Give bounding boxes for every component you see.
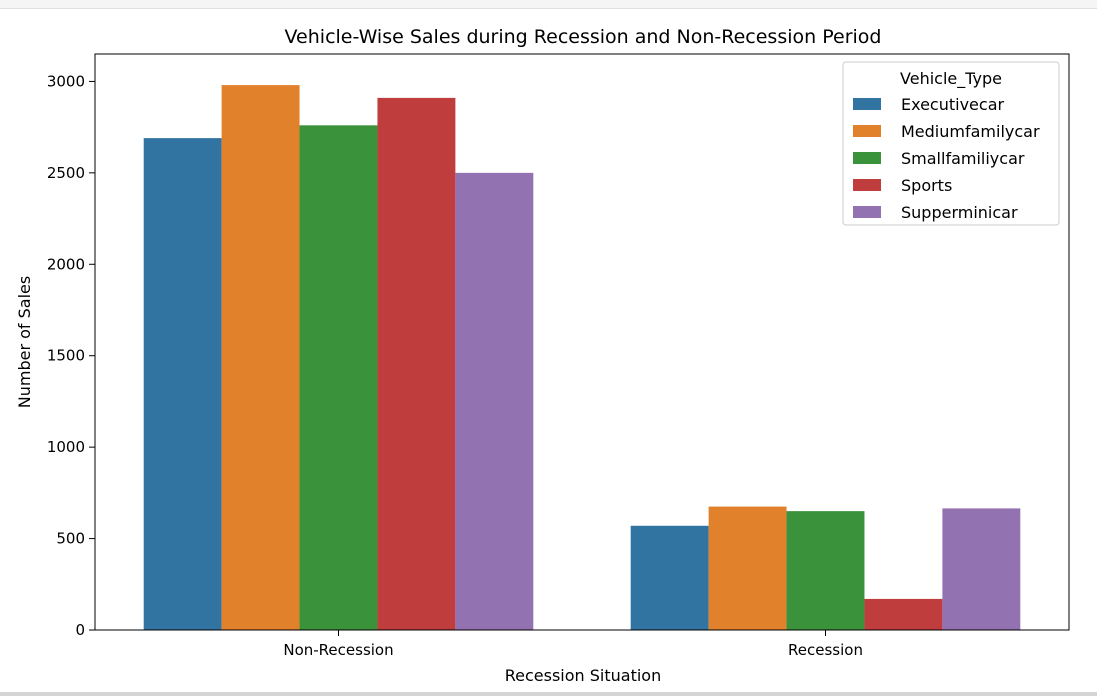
x-tick-label: Recession xyxy=(788,641,863,659)
legend-swatch xyxy=(853,179,881,191)
bar-smallfamiliycar xyxy=(299,125,378,631)
legend: Vehicle_Type Executivecar Mediumfamilycar… xyxy=(842,61,1060,226)
legend-label: Mediumfamilycar xyxy=(901,122,1040,141)
chart-title: Vehicle-Wise Sales during Recession and … xyxy=(285,26,882,48)
legend-title: Vehicle_Type xyxy=(900,69,1002,89)
legend-label: Smallfamiliycar xyxy=(901,149,1025,168)
bar-executivecar xyxy=(630,525,709,630)
bar-smallfamiliycar xyxy=(786,511,865,630)
notebook-bottom-bar xyxy=(0,692,1097,696)
bar-sports xyxy=(377,97,456,630)
y-tick-label: 500 xyxy=(56,530,85,548)
y-tick-label: 3000 xyxy=(47,72,85,90)
y-tick-label: 1000 xyxy=(47,438,85,456)
y-tick-label: 0 xyxy=(75,621,85,639)
y-axis-label: Number of Sales xyxy=(15,276,34,408)
legend-swatch xyxy=(853,206,881,218)
bar-mediumfamilycar xyxy=(221,85,300,631)
bar-sports xyxy=(864,598,943,630)
legend-label: Supperminicar xyxy=(901,203,1018,222)
y-axis: 0 500 1000 1500 2000 2500 3000 xyxy=(47,72,95,639)
notebook-top-bar xyxy=(0,0,1097,9)
bar-supperminicar xyxy=(942,508,1021,630)
legend-entries: Executivecar Mediumfamilycar Smallfamiliyc… xyxy=(853,95,1040,222)
bar-executivecar xyxy=(143,138,222,630)
plot-frame xyxy=(94,53,1070,631)
bar-mediumfamilycar xyxy=(708,506,787,630)
x-axis-label: Recession Situation xyxy=(505,666,661,685)
y-tick-label: 2000 xyxy=(47,255,85,273)
x-tick-label: Non-Recession xyxy=(283,641,393,659)
y-tick-label: 1500 xyxy=(47,347,85,365)
legend-box xyxy=(842,61,1060,226)
legend-label: Sports xyxy=(901,176,952,195)
bar-supperminicar xyxy=(455,172,534,630)
legend-label: Executivecar xyxy=(901,95,1005,114)
legend-swatch xyxy=(853,152,881,164)
legend-swatch xyxy=(853,98,881,110)
legend-swatch xyxy=(853,125,881,137)
bars xyxy=(143,85,1021,631)
y-tick-label: 2500 xyxy=(47,164,85,182)
x-axis: Non-Recession Recession xyxy=(283,630,863,659)
